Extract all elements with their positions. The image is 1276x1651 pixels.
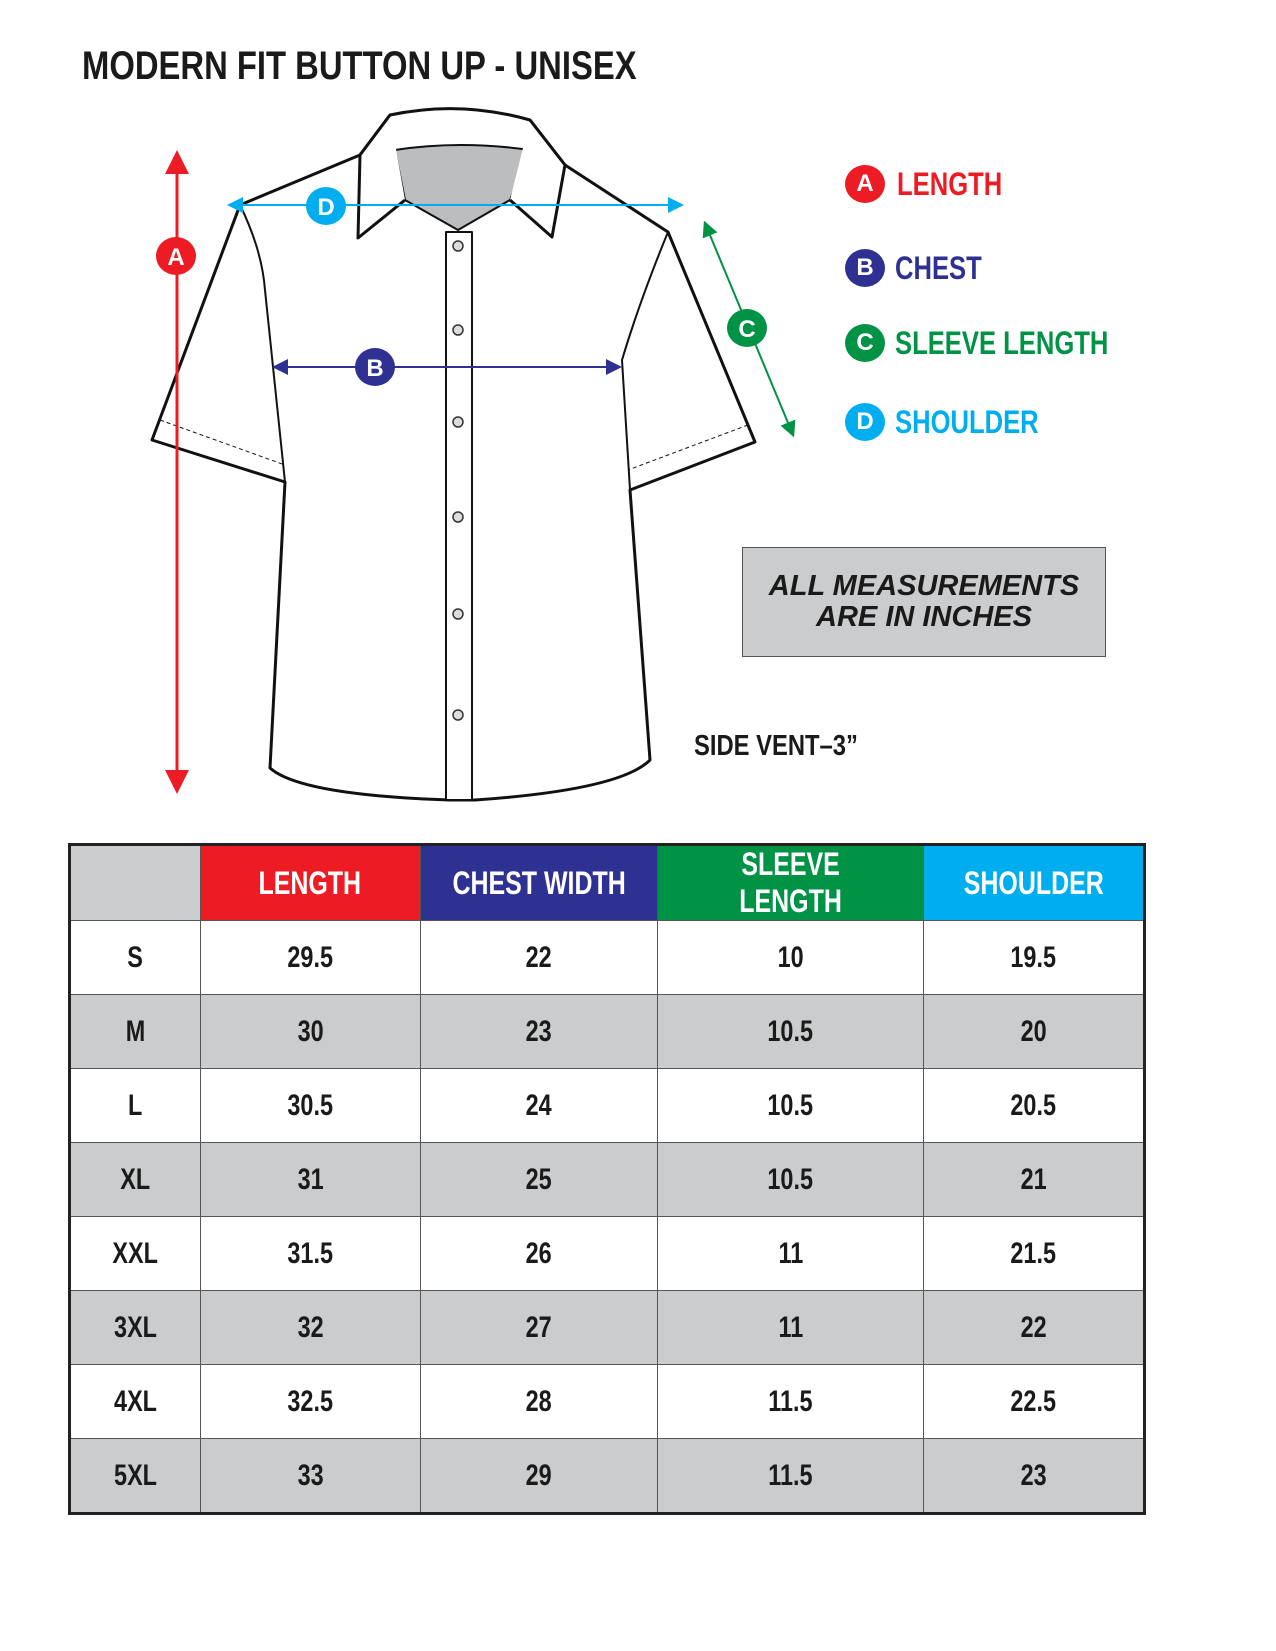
cell-size: L	[69, 1068, 201, 1143]
table-row: S 29.5 22 10 19.5	[69, 920, 1145, 995]
cell-chest-width: 25	[419, 1142, 659, 1217]
table-row: XXL 31.5 26 11 21.5	[69, 1216, 1145, 1291]
note-line: ARE IN INCHES	[816, 601, 1032, 633]
cell-shoulder: 22	[923, 1290, 1145, 1365]
table-row: L 30.5 24 10.5 20.5	[69, 1068, 1145, 1143]
header-shoulder: SHOULDER	[923, 844, 1145, 921]
badge-a: A	[845, 165, 885, 203]
legend-sleeve: C SLEEVE LENGTH	[845, 323, 1162, 363]
cell-shoulder: 21.5	[923, 1216, 1145, 1291]
cell-sleeve-length: 10.5	[657, 1068, 925, 1143]
header-sleeve-length: SLEEVE LENGTH	[657, 844, 925, 921]
cell-chest-width: 29	[419, 1438, 659, 1514]
cell-shoulder: 22.5	[923, 1364, 1145, 1439]
cell-length: 32.5	[199, 1364, 421, 1439]
cell-shoulder: 19.5	[923, 920, 1145, 995]
table-row: XL 31 25 10.5 21	[69, 1142, 1145, 1217]
cell-length: 33	[199, 1438, 421, 1514]
page-title: MODERN FIT BUTTON UP - UNISEX	[82, 44, 637, 88]
cell-length: 31	[199, 1142, 421, 1217]
cell-chest-width: 24	[419, 1068, 659, 1143]
cell-sleeve-length: 10.5	[657, 994, 925, 1069]
cell-size: M	[69, 994, 201, 1069]
badge-b: B	[845, 249, 885, 287]
header-length: LENGTH	[199, 844, 421, 921]
cell-length: 30	[199, 994, 421, 1069]
badge-d: D	[845, 403, 885, 441]
marker-a: A	[167, 244, 184, 271]
legend-label: SLEEVE LENGTH	[895, 324, 1109, 361]
legend-label: LENGTH	[897, 165, 1003, 202]
legend-length: A LENGTH	[845, 164, 1029, 204]
cell-chest-width: 26	[419, 1216, 659, 1291]
legend-chest: B CHEST	[845, 248, 1003, 288]
cell-sleeve-length: 11	[657, 1290, 925, 1365]
cell-sleeve-length: 11	[657, 1216, 925, 1291]
cell-shoulder: 23	[923, 1438, 1145, 1514]
cell-size: 3XL	[69, 1290, 201, 1365]
table-row: M 30 23 10.5 20	[69, 994, 1145, 1069]
cell-length: 30.5	[199, 1068, 421, 1143]
cell-size: 4XL	[69, 1364, 201, 1439]
size-table: LENGTH CHEST WIDTH SLEEVE LENGTH SHOULDE…	[68, 843, 1146, 1515]
cell-size: 5XL	[69, 1438, 201, 1514]
cell-sleeve-length: 11.5	[657, 1364, 925, 1439]
header-corner	[69, 844, 201, 921]
cell-chest-width: 27	[419, 1290, 659, 1365]
cell-chest-width: 23	[419, 994, 659, 1069]
table-header-row: LENGTH CHEST WIDTH SLEEVE LENGTH SHOULDE…	[69, 844, 1145, 921]
shirt-diagram: A B C D	[150, 107, 796, 802]
cell-length: 32	[199, 1290, 421, 1365]
marker-b: B	[366, 355, 383, 382]
cell-shoulder: 21	[923, 1142, 1145, 1217]
table-row: 5XL 33 29 11.5 23	[69, 1438, 1145, 1514]
measurement-note: ALL MEASUREMENTS ARE IN INCHES	[742, 547, 1106, 657]
cell-chest-width: 22	[419, 920, 659, 995]
shirt-outline	[150, 107, 757, 802]
table-row: 4XL 32.5 28 11.5 22.5	[69, 1364, 1145, 1439]
legend-label: CHEST	[895, 249, 982, 286]
cell-sleeve-length: 10	[657, 920, 925, 995]
cell-size: XXL	[69, 1216, 201, 1291]
marker-d: D	[317, 194, 334, 221]
legend-shoulder: D SHOULDER	[845, 402, 1075, 442]
cell-shoulder: 20.5	[923, 1068, 1145, 1143]
note-line: ALL MEASUREMENTS	[768, 570, 1080, 602]
cell-chest-width: 28	[419, 1364, 659, 1439]
header-chest-width: CHEST WIDTH	[419, 844, 659, 921]
cell-sleeve-length: 11.5	[657, 1438, 925, 1514]
legend-label: SHOULDER	[895, 403, 1039, 440]
marker-c: C	[738, 316, 755, 343]
cell-shoulder: 20	[923, 994, 1145, 1069]
side-vent-label: SIDE VENT–3”	[694, 730, 858, 762]
buttons	[452, 240, 464, 721]
table-row: 3XL 32 27 11 22	[69, 1290, 1145, 1365]
cell-size: XL	[69, 1142, 201, 1217]
cell-length: 31.5	[199, 1216, 421, 1291]
cell-size: S	[69, 920, 201, 995]
cell-sleeve-length: 10.5	[657, 1142, 925, 1217]
cell-length: 29.5	[199, 920, 421, 995]
badge-c: C	[845, 324, 885, 362]
